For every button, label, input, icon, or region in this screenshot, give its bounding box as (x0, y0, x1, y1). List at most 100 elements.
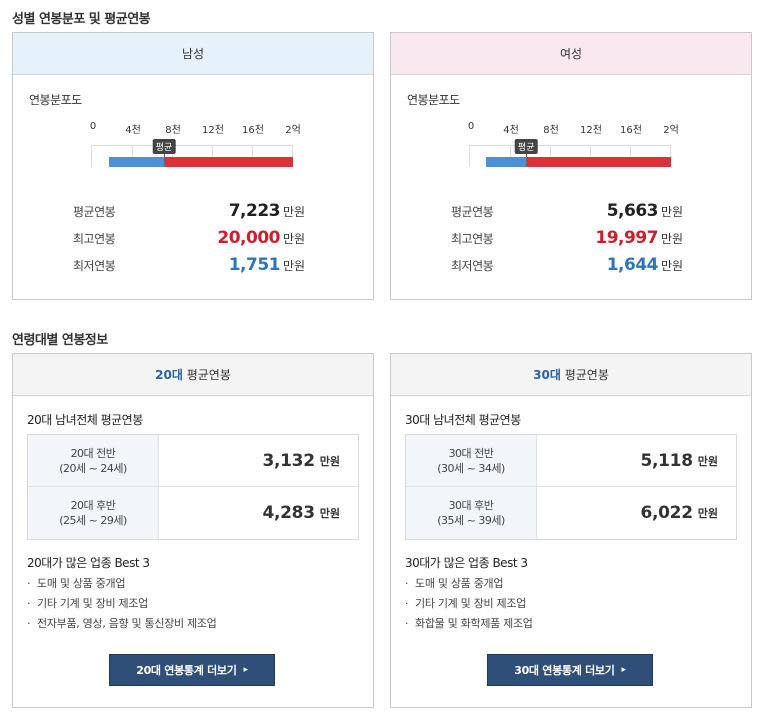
tick-label: 2억 (663, 125, 679, 136)
age-salary-value: 6,022 (640, 503, 693, 523)
stat-value: 7,223 (228, 201, 281, 221)
grid-line (172, 146, 173, 167)
distribution-ticks: 0 4천 8천 12천 16천 2억 (459, 121, 679, 136)
stat-value: 20,000 (217, 228, 280, 248)
age-section-title: 연령대별 연봉정보 (12, 333, 108, 348)
tick-label: 0 (89, 121, 97, 132)
best-industries-title: 30대가 많은 업종 Best 3 (405, 556, 528, 570)
stat-unit: 만원 (283, 232, 306, 246)
age-value-cell: 5,118 만원 (537, 435, 736, 486)
stat-label: 최저연봉 (73, 259, 116, 273)
salary-stats: 평균연봉 7,223 만원 최고연봉 20,000 만원 최저연봉 1,751 … (73, 201, 313, 282)
distribution-label: 연봉분포도 (29, 93, 82, 107)
age-range-years: (20세 ~ 24세) (59, 461, 127, 475)
age-card-header: 30대 평균연봉 (391, 354, 751, 396)
stat-value: 19,997 (595, 228, 658, 248)
distribution-ticks: 0 4천 8천 12천 16천 2억 (81, 121, 301, 136)
age-value-cell: 4,283 만원 (159, 487, 358, 539)
stat-value: 5,663 (606, 201, 659, 221)
age-range-years: (35세 ~ 39세) (437, 514, 505, 527)
grid-line (550, 146, 551, 167)
bar-low-segment (108, 157, 164, 167)
bar-high-segment (526, 157, 671, 167)
age-range-label: 20대 전반 (70, 446, 116, 460)
best-industries-list: · 도매 및 상품 중개업 · 기타 기계 및 장비 제조업 · 화합물 및 화학제품… (405, 574, 533, 634)
male-salary-card: 남성 연봉분포도 0 4천 8천 12천 16천 2억 평균 평균연봉 7,22… (12, 32, 374, 300)
age-30s-card: 30대 평균연봉 30대 남녀전체 평균연봉 30대 전반 (30세 ~ 34세… (390, 353, 752, 708)
stat-unit: 만원 (661, 259, 684, 273)
grid-line (212, 146, 213, 167)
stat-label: 최고연봉 (451, 232, 494, 246)
age-subtitle: 30대 남녀전체 평균연봉 (405, 413, 521, 427)
age-header-accent: 30대 (533, 368, 561, 382)
tick-label: 4천 (125, 125, 141, 136)
bar-high-segment (163, 157, 293, 167)
list-item: · 기타 기계 및 장비 제조업 (27, 597, 148, 610)
age-subtitle: 20대 남녀전체 평균연봉 (27, 413, 143, 427)
stat-value: 1,644 (606, 255, 659, 275)
tick-label: 4천 (503, 125, 519, 136)
more-20s-stats-button[interactable]: 20대 연봉통계 더보기 ▸ (109, 654, 275, 686)
chevron-right-icon: ▸ (243, 665, 249, 675)
tick-label: 0 (467, 121, 475, 132)
table-row: 30대 전반 (30세 ~ 34세) 5,118 만원 (406, 435, 736, 487)
average-marker: 평균 (514, 139, 538, 154)
stat-label: 최고연봉 (73, 232, 116, 246)
grid-line (590, 146, 591, 167)
grid-line (510, 146, 511, 167)
average-marker: 평균 (152, 139, 176, 154)
bar-low-segment (485, 157, 527, 167)
age-range-years: (25세 ~ 29세) (59, 514, 127, 527)
age-salary-unit: 만원 (319, 454, 340, 468)
best-industries-title: 20대가 많은 업종 Best 3 (27, 556, 150, 570)
age-salary-table: 20대 전반 (20세 ~ 24세) 3,132 만원 20대 후반 (25세 … (27, 434, 359, 540)
list-item: · 전자부품, 영상, 음향 및 통신장비 제조업 (27, 617, 217, 630)
stat-unit: 만원 (283, 205, 306, 219)
distribution-label: 연봉분포도 (407, 93, 460, 107)
age-range-label: 30대 후반 (448, 499, 494, 512)
age-range-cell: 20대 전반 (20세 ~ 24세) (28, 435, 159, 486)
list-item: · 기타 기계 및 장비 제조업 (405, 597, 526, 610)
table-row: 20대 후반 (25세 ~ 29세) 4,283 만원 (28, 487, 358, 539)
age-card-header: 20대 평균연봉 (13, 354, 373, 396)
grid-line (252, 146, 253, 167)
male-card-header: 남성 (13, 33, 373, 75)
stat-row-average: 평균연봉 7,223 만원 (73, 201, 313, 228)
stat-row-average: 평균연봉 5,663 만원 (451, 201, 691, 228)
stat-label: 평균연봉 (451, 205, 494, 219)
best-industries-list: · 도매 및 상품 중개업 · 기타 기계 및 장비 제조업 · 전자부품, 영상, … (27, 574, 217, 634)
stat-row-max: 최고연봉 20,000 만원 (73, 228, 313, 255)
button-label: 20대 연봉통계 더보기 (136, 664, 237, 677)
stat-row-min: 최저연봉 1,644 만원 (451, 255, 691, 282)
stat-row-min: 최저연봉 1,751 만원 (73, 255, 313, 282)
average-line (163, 151, 165, 167)
age-range-label: 20대 후반 (70, 499, 116, 512)
table-row: 30대 후반 (35세 ~ 39세) 6,022 만원 (406, 487, 736, 539)
stat-label: 평균연봉 (73, 205, 116, 219)
tick-label: 12천 (580, 125, 602, 136)
stat-unit: 만원 (661, 232, 684, 246)
age-value-cell: 3,132 만원 (159, 435, 358, 486)
tick-label: 16천 (620, 125, 642, 136)
tick-label: 12천 (202, 125, 224, 136)
stat-row-max: 최고연봉 19,997 만원 (451, 228, 691, 255)
stat-unit: 만원 (661, 205, 684, 219)
age-20s-card: 20대 평균연봉 20대 남녀전체 평균연봉 20대 전반 (20세 ~ 24세… (12, 353, 374, 708)
list-item: · 화합물 및 화학제품 제조업 (405, 617, 533, 630)
age-salary-value: 5,118 (640, 450, 693, 471)
bar-grid (91, 145, 293, 167)
button-label: 30대 연봉통계 더보기 (514, 664, 615, 677)
tick-label: 8천 (543, 125, 559, 136)
list-item: · 도매 및 상품 중개업 (27, 577, 126, 590)
gender-section-title: 성별 연봉분포 및 평균연봉 (12, 12, 151, 27)
grid-line (630, 146, 631, 167)
stat-value: 1,751 (228, 255, 281, 275)
bar-grid (469, 145, 671, 167)
age-header-rest: 평균연봉 (564, 368, 609, 382)
more-30s-stats-button[interactable]: 30대 연봉통계 더보기 ▸ (487, 654, 653, 686)
age-range-cell: 30대 전반 (30세 ~ 34세) (406, 435, 537, 486)
age-salary-unit: 만원 (319, 507, 340, 520)
list-item: · 도매 및 상품 중개업 (405, 577, 504, 590)
age-range-cell: 30대 후반 (35세 ~ 39세) (406, 487, 537, 539)
age-salary-table: 30대 전반 (30세 ~ 34세) 5,118 만원 30대 후반 (35세 … (405, 434, 737, 540)
